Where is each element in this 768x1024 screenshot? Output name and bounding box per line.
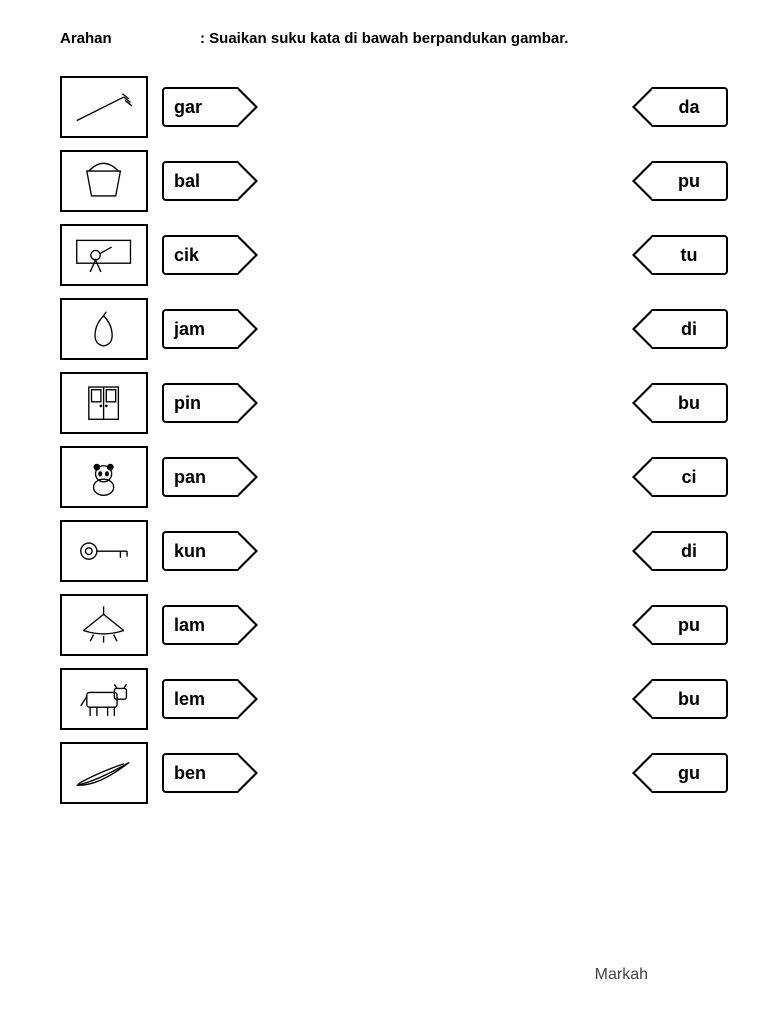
worksheet-row: ben gu xyxy=(60,741,728,805)
picture-key xyxy=(60,520,148,582)
picture-door xyxy=(60,372,148,434)
picture-panda xyxy=(60,446,148,508)
right-syllable-tag[interactable]: gu xyxy=(652,753,728,793)
left-syllable-tag[interactable]: gar xyxy=(162,87,238,127)
right-syllable-tag[interactable]: di xyxy=(652,531,728,571)
left-syllable-tag[interactable]: lam xyxy=(162,605,238,645)
picture-okra xyxy=(60,742,148,804)
worksheet-row: kun di xyxy=(60,519,728,583)
instruction-header: Arahan : Suaikan suku kata di bawah berp… xyxy=(60,30,728,47)
left-syllable-tag[interactable]: kun xyxy=(162,531,238,571)
left-syllable-tag[interactable]: pan xyxy=(162,457,238,497)
picture-cow xyxy=(60,668,148,730)
right-syllable-tag[interactable]: di xyxy=(652,309,728,349)
left-syllable-tag[interactable]: jam xyxy=(162,309,238,349)
right-syllable-tag[interactable]: ci xyxy=(652,457,728,497)
worksheet-row: cik tu xyxy=(60,223,728,287)
worksheet-row: gar da xyxy=(60,75,728,139)
score-label: Markah xyxy=(595,966,648,984)
header-label: Arahan xyxy=(60,30,200,47)
left-syllable-tag[interactable]: pin xyxy=(162,383,238,423)
left-syllable-tag[interactable]: lem xyxy=(162,679,238,719)
right-syllable-tag[interactable]: pu xyxy=(652,605,728,645)
right-syllable-tag[interactable]: tu xyxy=(652,235,728,275)
worksheet-rows: gar da bal pu cik tu jam di pin bu pan ci kun di lam pu… xyxy=(60,75,728,805)
left-syllable-tag[interactable]: cik xyxy=(162,235,238,275)
right-syllable-tag[interactable]: bu xyxy=(652,383,728,423)
left-syllable-tag[interactable]: bal xyxy=(162,161,238,201)
right-syllable-tag[interactable]: da xyxy=(652,87,728,127)
right-syllable-tag[interactable]: bu xyxy=(652,679,728,719)
worksheet-row: jam di xyxy=(60,297,728,361)
worksheet-row: bal pu xyxy=(60,149,728,213)
worksheet-row: lam pu xyxy=(60,593,728,657)
worksheet-row: pan ci xyxy=(60,445,728,509)
picture-fork xyxy=(60,76,148,138)
worksheet-row: lem bu xyxy=(60,667,728,731)
picture-teacher xyxy=(60,224,148,286)
picture-lamp xyxy=(60,594,148,656)
picture-pear xyxy=(60,298,148,360)
worksheet-row: pin bu xyxy=(60,371,728,435)
header-instruction: : Suaikan suku kata di bawah berpandukan… xyxy=(200,30,568,47)
picture-bucket xyxy=(60,150,148,212)
right-syllable-tag[interactable]: pu xyxy=(652,161,728,201)
left-syllable-tag[interactable]: ben xyxy=(162,753,238,793)
